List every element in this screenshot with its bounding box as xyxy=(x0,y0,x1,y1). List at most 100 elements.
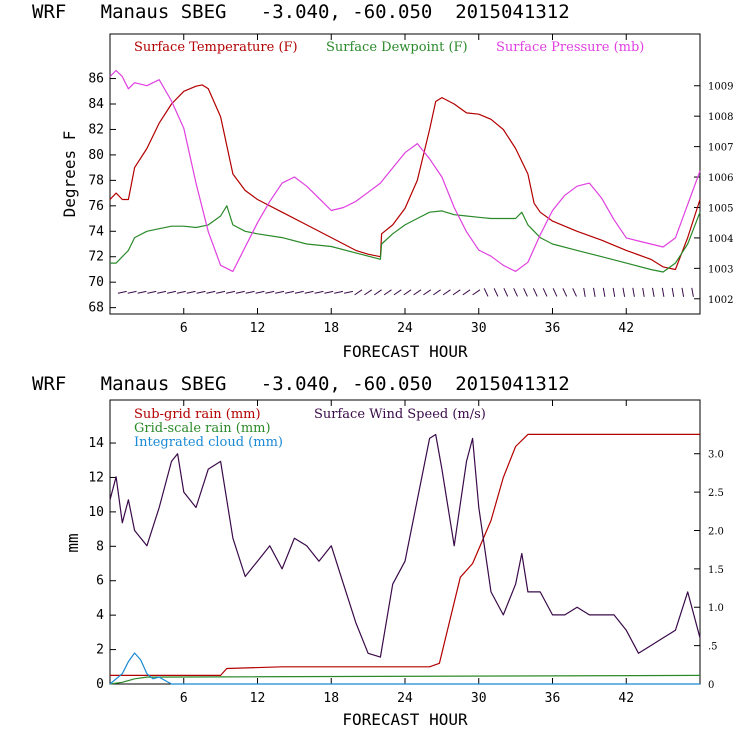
wind-barb xyxy=(572,288,577,297)
y-tick-label: 74 xyxy=(88,224,104,239)
y2-tick-label: 2.0 xyxy=(708,526,724,537)
wind-barb xyxy=(472,289,481,296)
y-tick-label: 6 xyxy=(96,574,104,589)
x-tick-label: 30 xyxy=(471,691,487,706)
legend-cloud: Integrated cloud (mm) xyxy=(134,435,283,450)
wind-barb xyxy=(255,290,265,294)
y-tick-label: 72 xyxy=(88,250,104,265)
y-tick-label: 80 xyxy=(88,148,104,163)
wind-barb xyxy=(462,289,471,296)
y-tick-label: 8 xyxy=(96,539,104,554)
wind-barb xyxy=(403,289,412,296)
x-tick-label: 42 xyxy=(618,321,634,336)
wind-barb xyxy=(523,288,528,297)
panel-2-title: WRF Manaus SBEG -3.040, -60.050 20150413… xyxy=(32,373,570,395)
wind-barb xyxy=(622,287,626,297)
wind-barb xyxy=(503,288,509,297)
wind-barb xyxy=(364,289,373,296)
x-tick-label: 18 xyxy=(323,321,339,336)
rain-panel: WRF Manaus SBEG -3.040, -60.050 20150413… xyxy=(32,373,724,729)
wind-barb xyxy=(354,289,363,296)
x-tick-label: 12 xyxy=(250,321,266,336)
wind-barb xyxy=(532,288,538,297)
wind-barb xyxy=(383,289,392,296)
x-tick-label: 24 xyxy=(397,691,413,706)
wind-barb xyxy=(176,290,186,294)
panel-2-x-axis-label: FORECAST HOUR xyxy=(342,710,468,729)
series-line-surface-wind-speed-m-s xyxy=(109,433,701,658)
wind-barb xyxy=(671,287,675,297)
y-tick-label: 84 xyxy=(88,97,104,112)
x-tick-label: 36 xyxy=(545,321,561,336)
legend-gridscale-rain: Grid-scale rain (mm) xyxy=(134,421,271,436)
wind-barb xyxy=(691,287,694,297)
panel-1-ticks: 6 12 18 24 30 36 42 68 70 72 74 76 78 80 82 84 86 1002 100… xyxy=(88,34,733,336)
wind-barb xyxy=(493,288,499,297)
x-tick-label: 42 xyxy=(618,691,634,706)
wind-barb xyxy=(225,290,236,294)
y-tick-label: 14 xyxy=(88,436,104,451)
wind-barb xyxy=(423,289,432,296)
series-line-surface-temperature-f xyxy=(109,84,701,271)
y-tick-label: 2 xyxy=(96,643,104,658)
panel-1-series xyxy=(109,69,701,273)
x-tick-label: 36 xyxy=(545,691,561,706)
y-tick-label: 78 xyxy=(88,173,104,188)
y2-tick-label: 2.5 xyxy=(708,488,724,499)
wind-barb xyxy=(583,287,586,297)
wind-barb xyxy=(513,288,518,297)
y2-tick-label: 1004 xyxy=(708,234,733,245)
panel-1-y-axis-label: Degrees F xyxy=(60,131,79,218)
legend-wind-speed: Surface Wind Speed (m/s) xyxy=(314,407,486,422)
y-tick-label: 10 xyxy=(88,505,104,520)
y-tick-label: 0 xyxy=(96,677,104,692)
wind-barb xyxy=(552,288,558,297)
x-tick-label: 6 xyxy=(180,321,188,336)
wind-barb xyxy=(206,290,216,294)
legend-subgrid-rain: Sub-grid rain (mm) xyxy=(134,407,261,422)
wind-barb xyxy=(196,290,206,294)
legend-pressure: Surface Pressure (mb) xyxy=(496,40,644,55)
legend-dewpoint: Surface Dewpoint (F) xyxy=(326,40,468,55)
y-tick-label: 86 xyxy=(88,72,104,87)
wind-barb xyxy=(642,287,645,297)
y2-tick-label: 1007 xyxy=(708,143,733,154)
wind-barb xyxy=(374,289,382,296)
x-tick-label: 12 xyxy=(250,691,266,706)
wind-barb xyxy=(343,290,354,294)
wind-barb xyxy=(652,287,655,297)
panel-1-title: WRF Manaus SBEG -3.040, -60.050 20150413… xyxy=(32,1,570,23)
wind-barb xyxy=(593,287,596,297)
wind-barb xyxy=(632,287,635,297)
x-tick-label: 30 xyxy=(471,321,487,336)
wind-barb xyxy=(413,289,422,296)
wind-barb xyxy=(186,290,196,294)
wind-barb xyxy=(324,290,334,294)
series-line-integrated-cloud-mm xyxy=(109,652,700,685)
wind-barb xyxy=(127,290,137,294)
wind-barb xyxy=(157,290,167,294)
y-tick-label: 12 xyxy=(88,470,104,485)
wind-barb xyxy=(275,290,285,294)
x-tick-label: 18 xyxy=(323,691,339,706)
wind-barb xyxy=(334,290,344,294)
y-tick-label: 70 xyxy=(88,275,104,290)
y2-tick-label: 1.0 xyxy=(708,603,724,614)
panel-1-x-axis-label: FORECAST HOUR xyxy=(342,342,468,361)
y2-tick-label: 3.0 xyxy=(708,450,724,461)
y-tick-label: 82 xyxy=(88,122,104,137)
wind-barb xyxy=(612,287,616,297)
wind-barb xyxy=(442,289,451,296)
wind-barbs xyxy=(117,287,694,297)
wind-barb xyxy=(483,288,489,297)
wind-barb xyxy=(452,289,461,296)
y2-tick-label: 1005 xyxy=(708,203,733,214)
y2-tick-label: 1006 xyxy=(708,173,733,184)
temperature-panel: WRF Manaus SBEG -3.040, -60.050 20150413… xyxy=(32,1,733,361)
y-tick-label: 68 xyxy=(88,301,104,316)
y-tick-label: 76 xyxy=(88,199,104,214)
y2-tick-label: 1008 xyxy=(708,112,733,123)
wind-barb xyxy=(235,290,245,294)
y2-tick-label: 0 xyxy=(708,680,714,691)
